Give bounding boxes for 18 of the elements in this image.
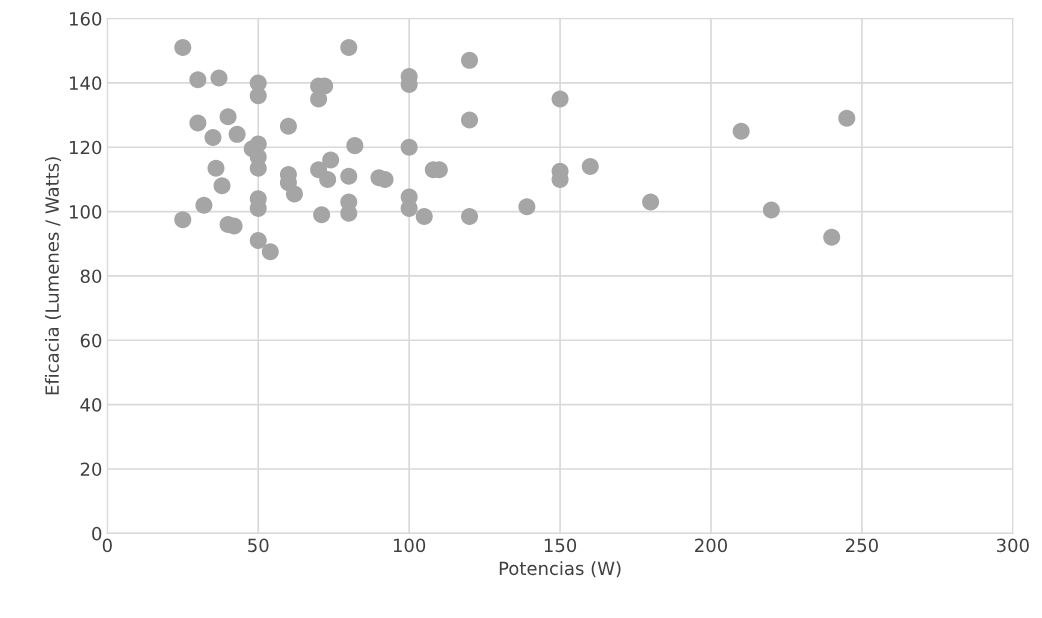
x-tick-label: 100 — [393, 538, 426, 553]
y-tick-label: 20 — [80, 462, 102, 477]
y-tick-label: 60 — [80, 333, 102, 348]
x-tick-label: 150 — [544, 538, 577, 553]
x-tick-label: 200 — [695, 538, 728, 553]
y-tick-label: 160 — [69, 12, 102, 26]
y-tick-label: 120 — [69, 140, 102, 155]
y-tick-label: 100 — [69, 205, 102, 219]
y-tick-label: 0 — [92, 526, 102, 541]
y-tick-label: 40 — [80, 398, 102, 412]
x-tick-label: 0 — [102, 538, 112, 553]
y-tick-label: 140 — [69, 76, 102, 91]
x-tick-label: 300 — [996, 538, 1029, 553]
x-tick-label: 50 — [248, 538, 269, 553]
y-axis-title: Eficacia (Lumenes / Watts) — [44, 157, 62, 395]
y-tick-label: 80 — [80, 269, 102, 284]
x-tick-label: 250 — [846, 538, 878, 553]
x-axis-title: Potencias (W) — [499, 561, 621, 578]
